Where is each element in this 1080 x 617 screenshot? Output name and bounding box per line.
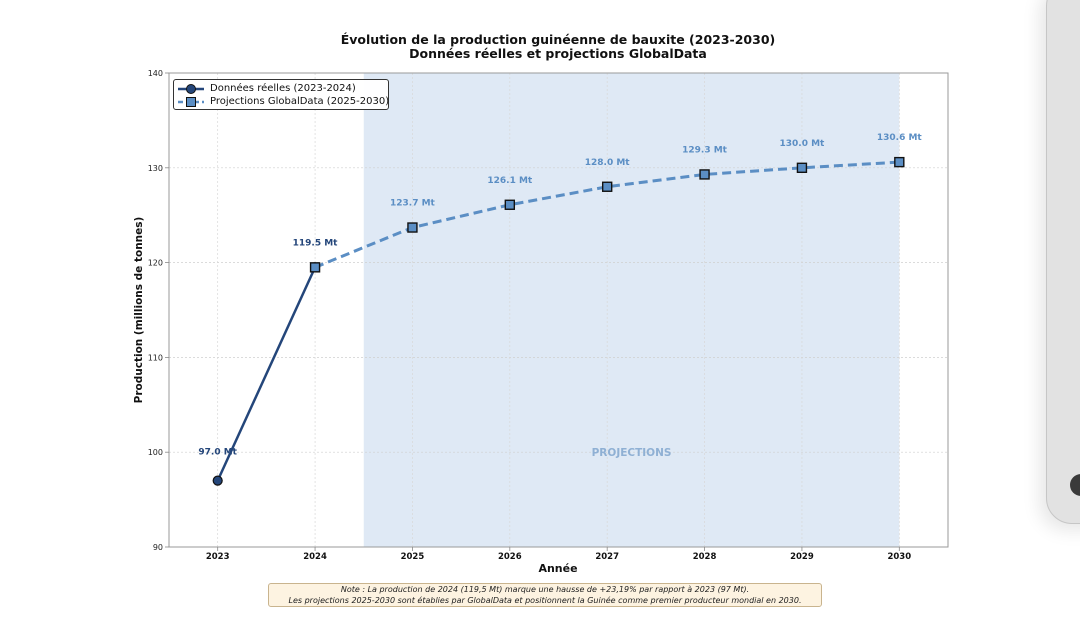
- x-tick-label: 2027: [595, 552, 619, 562]
- legend-marker-square-icon: [178, 96, 204, 107]
- x-tick-label: 2024: [303, 552, 327, 562]
- projection-region-label: PROJECTIONS: [592, 447, 672, 459]
- x-tick-label: 2026: [498, 552, 522, 562]
- x-tick-label: 2029: [790, 552, 814, 562]
- plot-area: PROJECTIONS 90 100 110 120 130 140 2023 2024 2025…: [148, 69, 949, 562]
- data-point-projection: [504, 199, 516, 210]
- legend-item-actual: Données réelles (2023-2024): [178, 82, 356, 95]
- data-label: 126.1 Mt: [487, 176, 533, 186]
- legend-item-projection: Projections GlobalData (2025-2030): [178, 95, 389, 108]
- note-line-1: Note : La production de 2024 (119,5 Mt) …: [340, 585, 750, 594]
- legend-marker-circle-icon: [178, 83, 204, 94]
- legend: Données réelles (2023-2024) Projections …: [173, 79, 389, 110]
- x-tick-label: 2023: [206, 552, 230, 562]
- x-tick-label: 2028: [693, 552, 717, 562]
- note-box: Note : La production de 2024 (119,5 Mt) …: [268, 583, 822, 607]
- x-axis-label: Année: [538, 562, 577, 575]
- y-tick-label: 90: [153, 543, 163, 552]
- data-label: 128.0 Mt: [585, 158, 631, 168]
- data-point-projection: [796, 162, 808, 174]
- legend-label-actual: Données réelles (2023-2024): [210, 83, 356, 94]
- x-tick-label: 2025: [401, 552, 425, 562]
- data-point-projection: [407, 222, 418, 233]
- y-tick-label: 100: [148, 448, 163, 457]
- chart-subtitle: Données réelles et projections GlobalDat…: [409, 46, 707, 61]
- data-label: 130.0 Mt: [780, 139, 826, 149]
- data-label: 129.3 Mt: [682, 145, 728, 155]
- y-tick-label: 140: [148, 69, 163, 78]
- data-label: 130.6 Mt: [877, 133, 923, 143]
- data-point-projection: [894, 156, 905, 168]
- data-label: 123.7 Mt: [390, 199, 436, 209]
- chart-title: Évolution de la production guinéenne de …: [341, 32, 775, 47]
- x-tick-label: 2030: [887, 552, 911, 562]
- note-line-2: Les projections 2025-2030 sont établies …: [288, 595, 802, 605]
- y-tick-label: 110: [148, 353, 163, 362]
- y-tick-label: 130: [148, 164, 163, 173]
- data-label: 97.0 Mt: [198, 448, 237, 458]
- side-panel-handle[interactable]: [1070, 474, 1080, 496]
- side-panel: [1046, 0, 1080, 524]
- plot-frame: [168, 72, 949, 548]
- y-tick-label: 120: [148, 259, 163, 268]
- legend-label-projection: Projections GlobalData (2025-2030): [210, 96, 390, 107]
- data-point-projection: [699, 169, 710, 180]
- data-point-actual: [212, 475, 223, 486]
- data-point-projection: [309, 262, 321, 273]
- actual-series-line: [216, 266, 317, 482]
- data-label: 119.5 Mt: [293, 238, 339, 248]
- y-axis-label: Production (millions de tonnes): [133, 217, 145, 404]
- data-point-projection: [601, 181, 613, 192]
- projection-region: [363, 73, 900, 547]
